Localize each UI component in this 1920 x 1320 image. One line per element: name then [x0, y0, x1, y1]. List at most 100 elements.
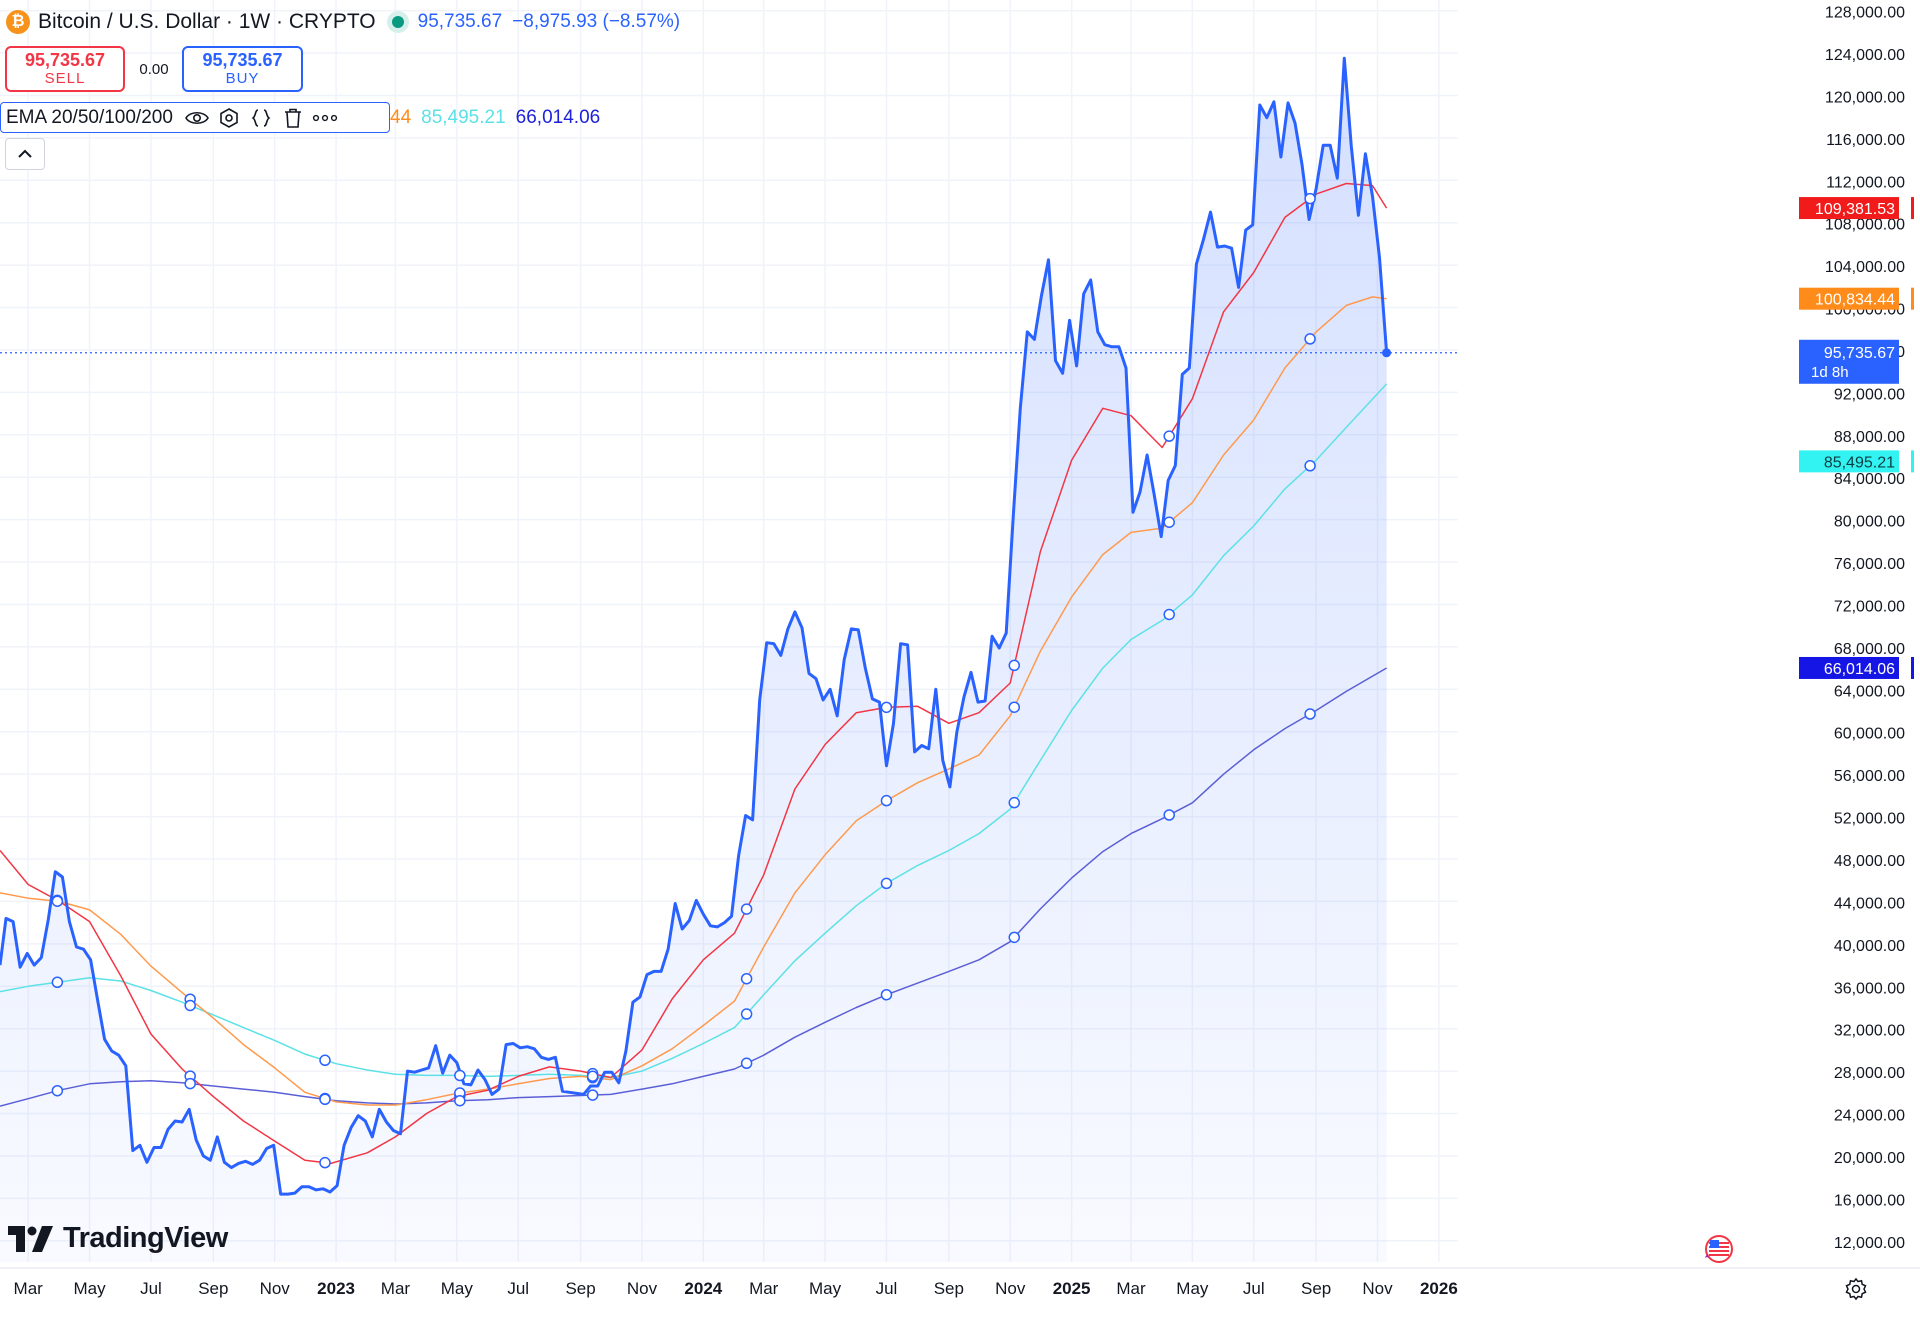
sell-button[interactable]: 95,735.67 SELL	[5, 46, 125, 92]
x-tick-label: 2025	[1053, 1279, 1091, 1298]
ema100-marker	[1304, 460, 1316, 472]
tradingview-logo-icon	[8, 1225, 53, 1252]
ema100-price-label-bg	[1799, 450, 1899, 473]
price-area-fill	[0, 58, 1387, 1262]
y-tick-label: 64,000.00	[1834, 683, 1905, 700]
ema20-price-label-bg	[1799, 197, 1899, 220]
x-tick-label: May	[441, 1279, 474, 1298]
indicator-name[interactable]: EMA 20/50/100/200	[6, 106, 173, 128]
y-tick-label: 24,000.00	[1834, 1108, 1905, 1125]
settings-hexagon-icon[interactable]	[213, 104, 245, 132]
ema50-value: 44	[390, 106, 412, 128]
symbol-title[interactable]: Bitcoin / U.S. Dollar · 1W · CRYPTO	[38, 10, 376, 33]
y-tick-label: 28,000.00	[1834, 1065, 1905, 1082]
chevron-up-icon	[18, 149, 32, 158]
indicator-legend: EMA 20/50/100/200 44 85,495.21 66,014.06	[0, 101, 600, 134]
x-tick-label: Sep	[565, 1279, 595, 1298]
x-tick-label: Mar	[1116, 1279, 1146, 1298]
x-tick-label: 2023	[317, 1279, 355, 1298]
bitcoin-icon[interactable]: ₿	[6, 10, 30, 34]
y-tick-label: 48,000.00	[1834, 853, 1905, 870]
x-tick-label: Jul	[507, 1279, 529, 1298]
current-price-dot	[1382, 348, 1392, 358]
y-tick-label: 32,000.00	[1834, 1023, 1905, 1040]
ema20-price-label-tick	[1911, 197, 1914, 220]
tradingview-logo[interactable]: TradingView	[8, 1222, 228, 1255]
ema200-price-label-tick	[1911, 656, 1914, 679]
x-tick-label: 2026	[1420, 1279, 1458, 1298]
ema50-marker	[740, 972, 753, 985]
y-tick-label: 88,000.00	[1834, 429, 1905, 446]
ema20-marker	[319, 1156, 331, 1169]
ema200-marker	[184, 1077, 196, 1090]
ema20-price-label: 109,381.53	[1815, 201, 1895, 218]
y-tick-label: 80,000.00	[1834, 514, 1905, 531]
y-tick-label: 104,000.00	[1825, 259, 1905, 276]
y-tick-label: 92,000.00	[1834, 386, 1905, 403]
collapse-legend-button[interactable]	[5, 138, 45, 170]
ema100-marker	[51, 976, 64, 989]
ema100-marker	[454, 1069, 466, 1082]
price-line	[0, 56, 1389, 1196]
y-tick-label: 76,000.00	[1834, 556, 1905, 573]
ema200-marker	[319, 1093, 331, 1106]
ema100-marker	[1163, 608, 1175, 621]
ema100-marker	[319, 1054, 331, 1067]
x-tick-label: May	[73, 1279, 106, 1298]
x-tick-label: May	[1176, 1279, 1209, 1298]
x-tick-label: May	[809, 1279, 842, 1298]
ema200-price-label: 66,014.06	[1824, 661, 1895, 678]
y-tick-label: 44,000.00	[1834, 895, 1905, 912]
ema20-line	[0, 182, 1388, 1165]
ema20-marker	[880, 701, 893, 714]
ema100-price-label: 85,495.21	[1824, 454, 1895, 471]
ema200-marker	[1163, 809, 1175, 821]
y-tick-label: 20,000.00	[1834, 1150, 1905, 1167]
ema100-line	[0, 383, 1388, 1079]
bar-countdown-label: 1d 8h	[1811, 364, 1849, 381]
indicator-legend-box[interactable]: EMA 20/50/100/200	[0, 102, 390, 133]
ema50-marker	[880, 794, 893, 807]
more-icon[interactable]	[309, 104, 341, 132]
sell-label: SELL	[44, 70, 86, 87]
y-tick-label: 72,000.00	[1834, 598, 1905, 615]
y-tick-label: 120,000.00	[1825, 89, 1905, 106]
x-tick-label: Jul	[140, 1279, 162, 1298]
symbol-header: ₿ Bitcoin / U.S. Dollar · 1W · CRYPTO 95…	[0, 0, 680, 44]
ema20-marker	[1163, 430, 1175, 442]
ema200-marker	[51, 1084, 64, 1097]
trash-icon[interactable]	[277, 104, 309, 132]
ema20-marker	[1008, 659, 1021, 672]
ema200-marker	[880, 989, 893, 1001]
ema100-marker	[1008, 796, 1021, 809]
eye-icon[interactable]	[181, 104, 213, 132]
buy-button[interactable]: 95,735.67 BUY	[182, 46, 303, 92]
buy-label: BUY	[225, 70, 260, 87]
x-tick-label: Mar	[381, 1279, 411, 1298]
ema50-price-label-bg	[1799, 287, 1899, 310]
ema20-marker	[1304, 192, 1316, 205]
us-flag-icon[interactable]	[1703, 1234, 1733, 1264]
ema200-marker	[1304, 708, 1316, 720]
ema50-marker	[1163, 516, 1175, 528]
chart-settings-gear-icon[interactable]	[1844, 1277, 1868, 1301]
ema100-marker	[880, 877, 893, 890]
x-tick-label: Jul	[1243, 1279, 1265, 1298]
x-tick-label: Sep	[934, 1279, 964, 1298]
x-tick-label: Mar	[14, 1279, 44, 1298]
code-braces-icon[interactable]	[245, 104, 277, 132]
ema50-marker	[51, 895, 64, 907]
ema200-marker	[586, 1089, 599, 1101]
ema100-value: 85,495.21	[421, 106, 506, 128]
x-tick-label: Sep	[1301, 1279, 1331, 1298]
buy-price: 95,735.67	[202, 50, 283, 70]
ema200-marker	[454, 1094, 466, 1107]
y-tick-label: 36,000.00	[1834, 980, 1905, 997]
y-tick-label: 124,000.00	[1825, 47, 1905, 64]
ema50-price-label-tick	[1911, 287, 1914, 310]
tradingview-logo-text: TradingView	[63, 1222, 228, 1254]
spread-value: 0.00	[139, 60, 169, 78]
y-tick-label: 116,000.00	[1826, 132, 1905, 149]
y-tick-label: 108,000.00	[1825, 217, 1905, 234]
